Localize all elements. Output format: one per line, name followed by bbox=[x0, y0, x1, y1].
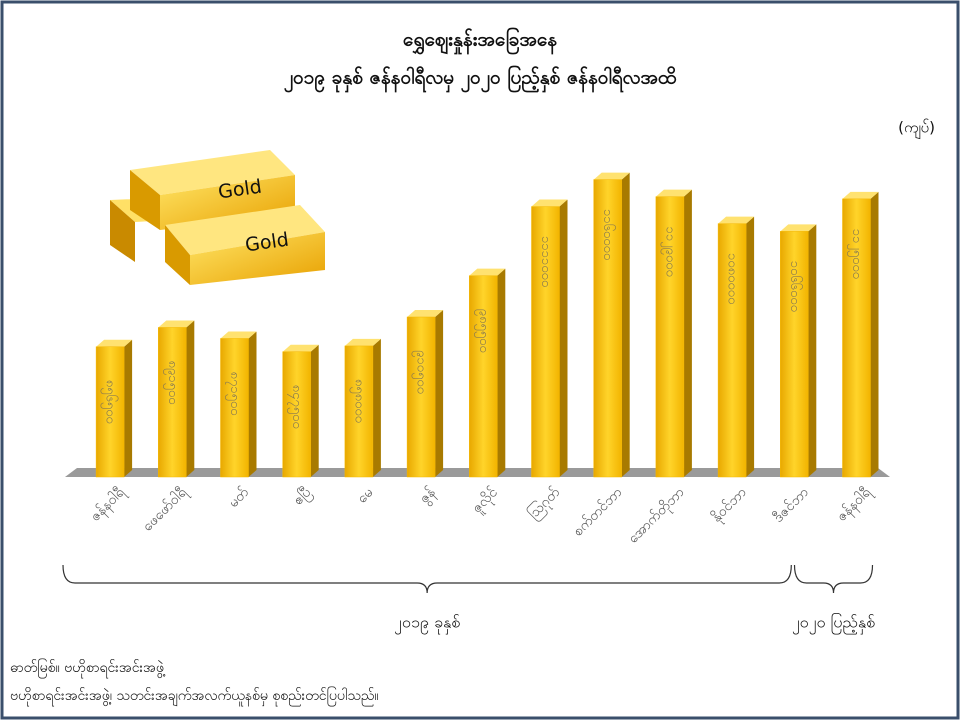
bar-side bbox=[559, 199, 568, 478]
bar bbox=[95, 346, 125, 478]
value-label: ၈၅၈၀၀၀ bbox=[349, 379, 366, 423]
value-label: ၉၈၅၅၀၀ bbox=[474, 309, 491, 353]
value-label: ၈၇၁၅၀၀ bbox=[225, 371, 242, 415]
bar-side bbox=[746, 216, 755, 477]
bar-side bbox=[186, 320, 195, 477]
bar-top bbox=[780, 224, 817, 232]
bar-top bbox=[220, 331, 257, 339]
value-label: ၁၁၁၁၀၀၀ bbox=[538, 236, 553, 287]
source-note: ဓာတ်မြစ်။ ဗဟိုစာရင်းအင်းအဖွဲ့ bbox=[10, 659, 166, 678]
source-note: ဗဟိုစာရင်းအင်းအဖွဲ့၊ သတင်းအချက်အလက်ယူနစ်… bbox=[10, 687, 379, 706]
bar-top bbox=[842, 191, 879, 199]
bar bbox=[717, 223, 747, 478]
bar-side bbox=[310, 344, 319, 477]
bar-top bbox=[593, 172, 630, 180]
bar-side bbox=[248, 331, 257, 477]
bar bbox=[531, 206, 560, 478]
bar-top bbox=[718, 216, 755, 224]
bar-top bbox=[282, 344, 319, 352]
bar bbox=[158, 327, 187, 478]
bar-side bbox=[621, 172, 630, 478]
bar-side bbox=[124, 339, 133, 477]
bar bbox=[344, 345, 374, 478]
bar bbox=[593, 179, 622, 478]
bar-top bbox=[407, 309, 444, 317]
value-label: ၉၁၀၅၀၀ bbox=[412, 350, 429, 394]
bar-top bbox=[469, 268, 506, 276]
group-label: ၂၀၂၀ ပြည့်နှစ် bbox=[792, 613, 875, 635]
bar bbox=[842, 198, 871, 478]
bar-top bbox=[531, 199, 568, 207]
bar-side bbox=[497, 268, 506, 477]
value-label: ၁၁၆၀၀၀၀ bbox=[600, 209, 616, 260]
bar-top bbox=[655, 189, 692, 197]
bar-top bbox=[158, 320, 195, 328]
value-label: ၁၁၂၅၀၀၀ bbox=[847, 229, 864, 279]
value-label: ၁၁၂၉၀၀၀ bbox=[660, 227, 677, 277]
value-label: ၁၀၆၆၀၀၀ bbox=[787, 261, 803, 312]
bar bbox=[220, 338, 249, 478]
value-label: ၈၉၁၅၀၀ bbox=[163, 360, 180, 404]
bar bbox=[282, 351, 311, 478]
bar-top bbox=[96, 339, 133, 347]
value-label: ၁၀၈၀၀၀၀ bbox=[725, 253, 740, 304]
bar-side bbox=[808, 224, 817, 477]
unit-label: (ကျပ်) bbox=[898, 119, 935, 140]
group-bracket bbox=[62, 564, 792, 594]
bar-side bbox=[683, 189, 692, 477]
group-label: ၂၀၁၉ ခုနှစ် bbox=[394, 613, 460, 635]
group-bracket bbox=[793, 564, 874, 594]
gold-illustration: Gold Gold bbox=[110, 150, 325, 285]
bar-side bbox=[435, 309, 444, 477]
bar-side bbox=[870, 191, 879, 477]
bar-side bbox=[372, 338, 381, 477]
bar bbox=[780, 231, 809, 478]
value-label: ၈၄၇၅၀၀ bbox=[287, 385, 304, 429]
value-label: ၈၅၆၅၀၀ bbox=[101, 380, 119, 424]
bar bbox=[406, 316, 436, 478]
bar bbox=[655, 196, 685, 478]
bar bbox=[469, 275, 498, 478]
bar-top bbox=[344, 338, 381, 346]
